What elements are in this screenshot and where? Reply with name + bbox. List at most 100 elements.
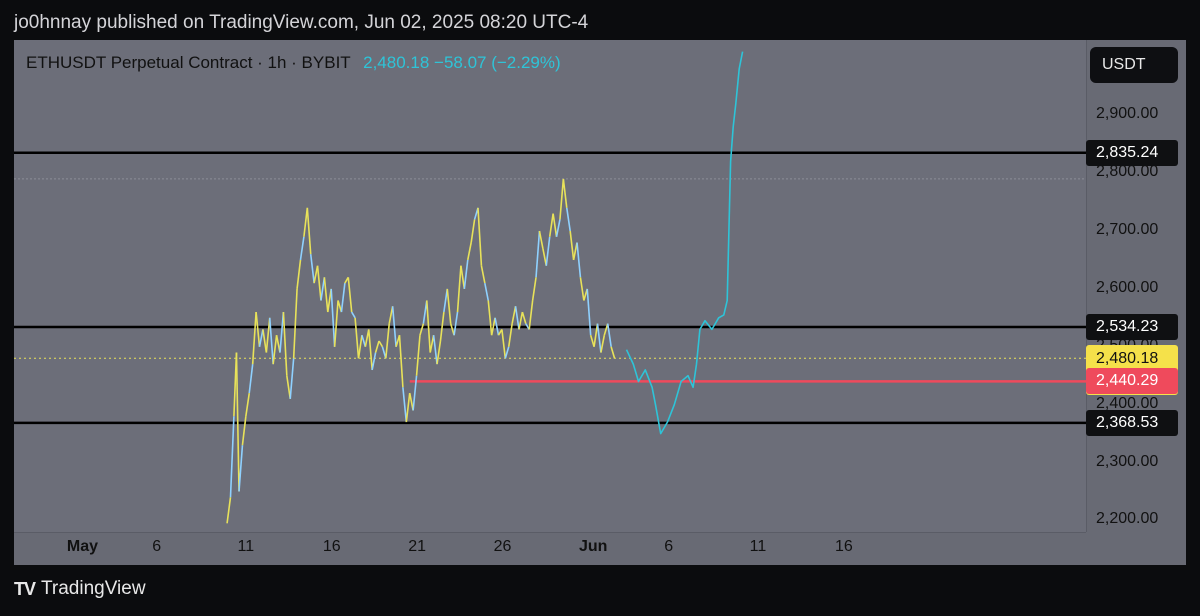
axis-corner [1086, 532, 1186, 565]
price-candle [484, 282, 490, 301]
price-candle [576, 242, 582, 278]
price-candle [286, 375, 292, 399]
price-candle [504, 346, 510, 359]
price-candle [552, 213, 558, 237]
price-candle [501, 329, 507, 359]
price-candle [402, 387, 408, 423]
price-candle [419, 323, 425, 336]
price-candle [511, 306, 517, 324]
symbol-header: ETHUSDT Perpetual Contract · 1h · BYBIT … [26, 53, 561, 73]
price-candle [289, 358, 295, 399]
price-tick-label: 2,700.00 [1096, 221, 1159, 238]
price-candle [371, 352, 377, 371]
publish-attribution: jo0hnnay published on TradingView.com, J… [14, 12, 589, 33]
price-candle [579, 277, 585, 301]
price-candle [385, 323, 391, 359]
price-candle [309, 254, 315, 284]
price-candle [282, 312, 288, 376]
price-candle [569, 230, 575, 261]
time-tick-label: 16 [322, 538, 341, 555]
price-candle [443, 288, 449, 313]
symbol-title[interactable]: ETHUSDT Perpetual Contract · 1h · BYBIT [26, 53, 351, 72]
price-candle [555, 219, 561, 237]
price-candle [562, 178, 568, 208]
time-tick-label: 6 [152, 538, 162, 555]
price-candle [262, 329, 268, 353]
price-candle [255, 311, 261, 347]
price-candle [589, 334, 595, 348]
time-tick-label: 6 [664, 538, 674, 555]
price-candle [593, 323, 599, 347]
price-candle [316, 265, 322, 301]
time-tick-label: 26 [493, 538, 512, 555]
price-candle [279, 311, 285, 353]
currency-button[interactable]: USDT [1090, 47, 1178, 83]
price-candle [480, 265, 486, 284]
price-candle [374, 340, 380, 353]
price-candle [320, 277, 326, 301]
price-candle [412, 375, 418, 411]
price-candle [545, 236, 551, 266]
price-candle [303, 207, 309, 237]
price-candle [357, 335, 363, 359]
tradingview-logo[interactable]: TV TradingView [14, 578, 146, 600]
price-candle [258, 329, 264, 347]
price-candle [494, 317, 500, 336]
price-candle [268, 317, 274, 365]
price-candle [388, 306, 394, 324]
price-candle [408, 392, 414, 411]
price-candle [226, 497, 232, 524]
time-tick-label: 16 [835, 538, 853, 555]
price-candle [432, 335, 438, 365]
price-candle [340, 283, 346, 313]
chart-frame[interactable]: ETHUSDT Perpetual Contract · 1h · BYBIT … [14, 40, 1186, 565]
price-candle [487, 300, 493, 336]
price-candle [542, 248, 548, 266]
time-tick-label: Jun [578, 538, 608, 555]
price-candle [531, 277, 537, 301]
price-candle [460, 265, 466, 290]
price-axis[interactable] [1086, 40, 1186, 532]
price-candle [507, 323, 513, 347]
price-candle [449, 323, 455, 336]
quote-change: 2,480.18 −58.07 (−2.29%) [363, 53, 561, 72]
price-candle [535, 230, 541, 278]
price-candle [518, 311, 524, 330]
price-candle [456, 265, 462, 313]
price-candle [398, 335, 404, 388]
price-candle [446, 288, 452, 324]
price-candle [299, 236, 305, 261]
time-tick-label: 11 [237, 538, 255, 555]
time-tick-label: 21 [408, 538, 427, 555]
price-candle [463, 259, 469, 289]
price-tick-label: 2,800.00 [1096, 163, 1159, 181]
price-candle [514, 306, 520, 330]
price-candle [275, 335, 281, 353]
plot-area[interactable] [14, 40, 1086, 532]
price-candle [323, 277, 329, 313]
tradingview-logo-icon: TV [14, 578, 36, 599]
price-candle [606, 323, 612, 347]
price-candle [405, 392, 411, 423]
time-axis[interactable] [14, 532, 1086, 565]
price-tag: 2,534.23 [1086, 313, 1178, 340]
price-candle [296, 259, 302, 289]
price-candle [248, 364, 254, 394]
price-candle [292, 288, 298, 359]
price-candle [436, 340, 442, 365]
time-tick-label: 11 [749, 538, 767, 555]
price-candle [350, 311, 356, 319]
price-tag: 2,440.29 [1086, 368, 1178, 395]
price-tick-label: 2,200.00 [1096, 510, 1159, 528]
price-candle [391, 306, 397, 347]
price-candle [538, 230, 544, 249]
price-candle [238, 445, 244, 492]
price-candle [572, 242, 578, 261]
price-candle [596, 323, 602, 353]
projection-line [625, 51, 744, 435]
price-candle [265, 317, 271, 353]
price-candle [565, 207, 571, 232]
price-candle [528, 300, 534, 330]
price-candle [347, 277, 353, 313]
price-candle [241, 416, 247, 446]
